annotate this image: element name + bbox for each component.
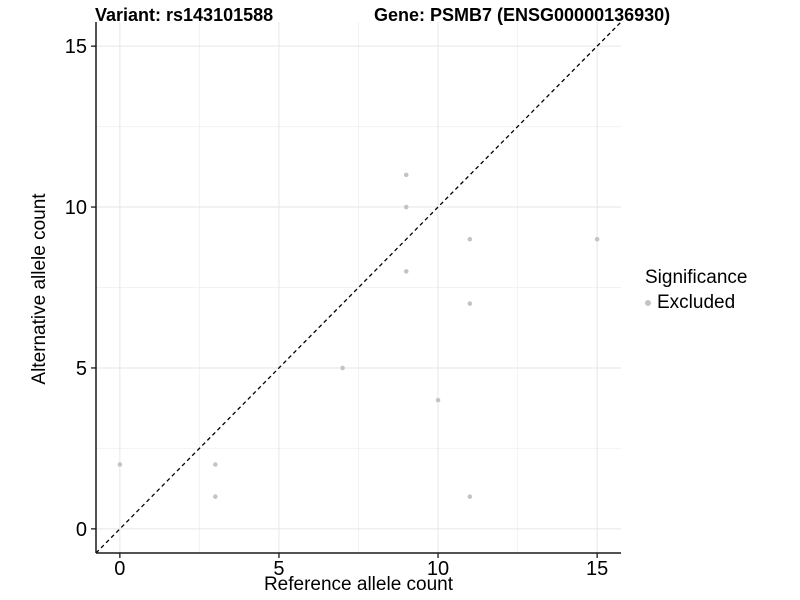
legend: Significance Excluded [645,266,747,314]
data-point [340,365,345,371]
y-tick-label: 15 [65,36,87,58]
data-point [403,204,409,210]
data-point [117,462,123,467]
y-tick-label: 10 [65,197,87,219]
y-tick-label: 0 [76,519,87,541]
excluded-point-icon [645,300,651,306]
data-point [594,236,600,242]
data-point [467,236,473,242]
data-point [213,462,218,467]
y-tick-label: 5 [76,358,87,380]
legend-item-excluded: Excluded [645,292,747,314]
x-tick-label: 5 [273,558,284,580]
data-point [467,301,473,306]
variant-title: Variant: rs143101588 [95,5,274,25]
x-axis-title: Reference allele count [263,574,454,595]
x-tick-label: 10 [427,558,449,580]
identity-reference-line [95,21,622,554]
x-tick-label: 0 [114,558,125,580]
x-tick-label: 15 [586,558,608,580]
data-point [467,494,473,499]
gene-title: Gene: PSMB7 (ENSG00000136930) [374,5,671,25]
data-point [403,172,409,178]
legend-title: Significance [645,267,748,288]
y-axis-title: Alternative allele count [29,193,50,385]
legend-item-label: Excluded [657,292,736,313]
plot-panel: 0 5 10 15 0 5 10 15 [65,21,622,580]
data-point [213,494,218,499]
data-point [403,269,409,274]
data-point [435,397,441,403]
